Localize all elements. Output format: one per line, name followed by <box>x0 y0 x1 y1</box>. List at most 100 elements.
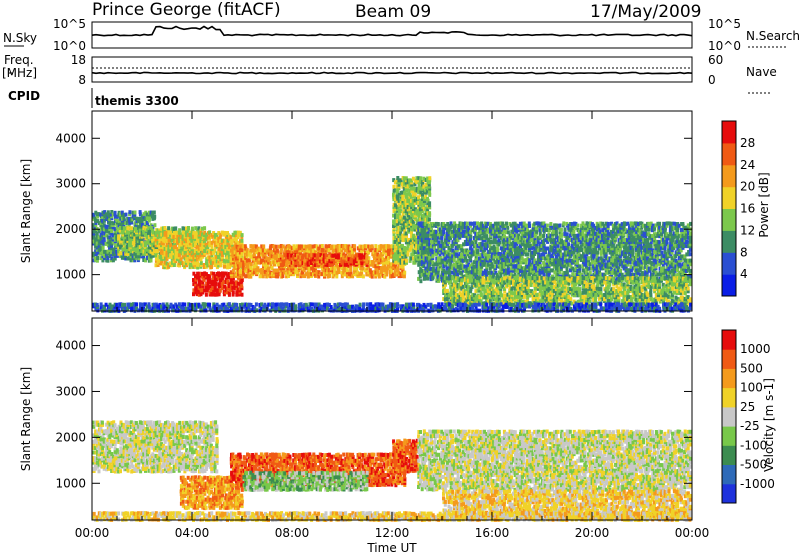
power-cell-6 <box>392 209 396 213</box>
power-cell-7 <box>513 278 517 283</box>
power-cell-7 <box>428 242 432 247</box>
power-cell-7 <box>462 233 465 238</box>
power-cell-7 <box>560 232 564 237</box>
power-cell-7 <box>526 252 530 257</box>
power-cell-7 <box>556 268 560 273</box>
power-cell-6 <box>420 209 424 213</box>
power-cell-6 <box>428 176 432 181</box>
power-cell-2 <box>238 230 242 235</box>
power-cell-5 <box>297 255 301 260</box>
power-cell-4 <box>269 252 273 257</box>
power-cell-4 <box>381 256 385 261</box>
power-cell-2 <box>213 233 217 237</box>
power-cell-7 <box>438 256 442 260</box>
power-cell-0 <box>110 229 114 233</box>
power-cell-7 <box>449 236 453 240</box>
power-cell-7 <box>522 223 526 228</box>
noise-axis-top-left: 10^5 <box>53 17 86 31</box>
power-cell-1 <box>122 226 126 231</box>
power-cell-4 <box>313 244 317 249</box>
power-cell-2 <box>224 238 228 243</box>
power-cell-3 <box>226 273 230 278</box>
power-cell-6 <box>394 256 398 261</box>
power-cell-7 <box>559 244 563 249</box>
power-cell-7 <box>488 249 492 254</box>
power-cell-4 <box>315 269 319 274</box>
power-cell-7 <box>567 246 571 251</box>
power-cell-4 <box>394 264 398 269</box>
power-cell-2 <box>197 255 201 260</box>
power-cell-3 <box>231 285 235 290</box>
power-cell-4 <box>237 246 241 251</box>
beam-label: Beam 09 <box>355 2 431 22</box>
power-cell-7 <box>431 268 435 273</box>
power-cell-4 <box>353 266 356 271</box>
power-cell-1 <box>133 232 137 237</box>
power-cell-2 <box>206 255 210 260</box>
power-cell-7 <box>565 258 569 263</box>
power-cell-6 <box>408 188 412 193</box>
power-cell-4 <box>401 268 405 273</box>
power-cell-0 <box>153 214 157 219</box>
power-cell-4 <box>378 256 382 261</box>
power-cell-7 <box>489 229 492 234</box>
power-cell-4 <box>389 274 392 279</box>
power-cell-2 <box>169 261 173 266</box>
noise-axis-bottom-left: 10^0 <box>53 39 86 53</box>
power-cell-3 <box>227 292 231 297</box>
power-cell-3 <box>231 292 235 297</box>
power-cell-5 <box>331 253 335 258</box>
power-cell-4 <box>385 254 389 259</box>
power-cell-7 <box>479 246 483 251</box>
power-cell-1 <box>140 239 144 244</box>
power-cell-7 <box>422 264 426 269</box>
power-cell-2 <box>159 261 163 266</box>
power-cell-7 <box>563 239 567 244</box>
power-cell-2 <box>197 251 201 256</box>
power-cell-7 <box>474 256 478 261</box>
power-cell-4 <box>267 252 271 256</box>
power-cell-7 <box>488 242 492 247</box>
power-cell-0 <box>106 251 110 256</box>
power-cell-2 <box>228 234 231 239</box>
power-cell-4 <box>327 248 331 252</box>
power-cell-7 <box>477 270 481 275</box>
power-cell-4 <box>365 270 369 275</box>
power-cell-6 <box>397 229 401 234</box>
power-cell-1 <box>117 236 121 241</box>
power-cell-2 <box>176 257 179 262</box>
power-cell-5 <box>363 255 367 260</box>
power-cell-7 <box>458 221 462 226</box>
power-cell-4 <box>236 267 240 272</box>
power-cell-2 <box>226 255 230 260</box>
power-cell-6 <box>404 250 408 255</box>
power-cell-7 <box>479 241 483 246</box>
power-cell-1 <box>140 237 144 241</box>
power-cell-2 <box>176 240 179 245</box>
power-cell-2 <box>167 238 171 243</box>
power-cell-0 <box>92 223 96 228</box>
power-cell-1 <box>167 226 171 231</box>
power-cell-0 <box>108 248 112 252</box>
power-cell-4 <box>379 266 383 271</box>
power-cell-7 <box>430 272 434 277</box>
power-cell-0 <box>149 212 153 217</box>
power-cell-7 <box>508 222 512 226</box>
power-cell-6 <box>417 229 421 234</box>
power-cell-0 <box>104 217 108 221</box>
power-cell-7 <box>465 258 469 263</box>
power-cell-0 <box>106 224 110 229</box>
power-cell-3 <box>210 290 214 295</box>
power-cell-2 <box>192 235 196 239</box>
power-cell-1 <box>129 239 133 244</box>
power-cell-7 <box>465 237 469 242</box>
power-cell-4 <box>315 246 319 251</box>
power-cell-7 <box>436 256 440 261</box>
power-cell-2 <box>197 239 201 243</box>
power-cell-7 <box>549 262 553 267</box>
power-cell-7 <box>464 256 467 261</box>
power-cell-7 <box>513 242 517 247</box>
power-cell-3 <box>214 281 217 286</box>
power-cell-7 <box>420 268 424 273</box>
power-cell-3 <box>218 278 222 283</box>
